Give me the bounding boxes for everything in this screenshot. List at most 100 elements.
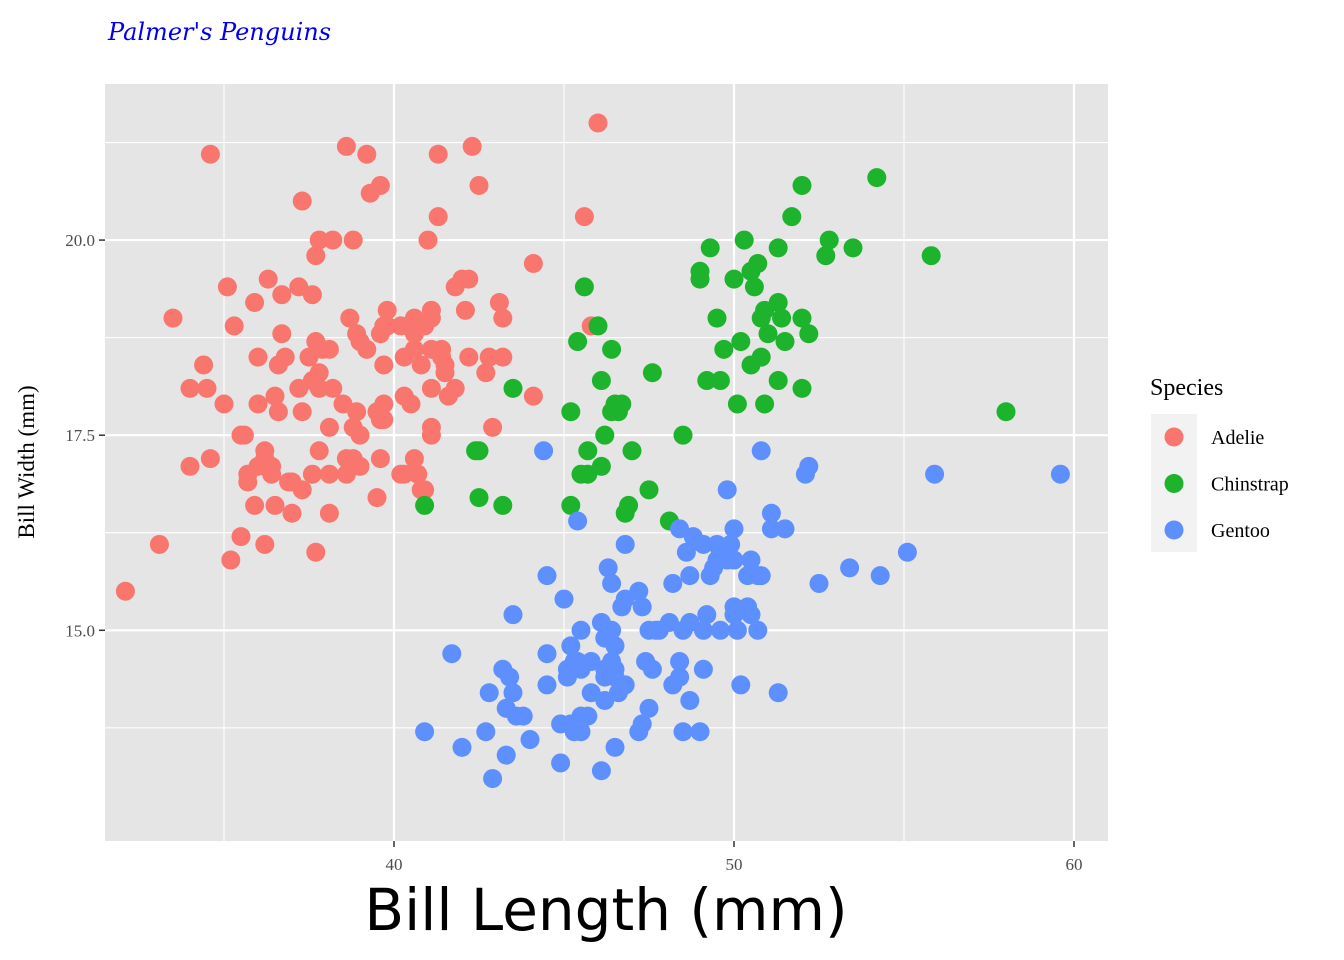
point-gentoo <box>568 511 588 531</box>
point-chinstrap <box>619 495 639 515</box>
point-adelie <box>217 277 237 297</box>
point-gentoo <box>897 542 917 562</box>
point-chinstrap <box>782 207 802 227</box>
point-adelie <box>180 378 200 398</box>
x-axis-ticks: 40 50 60 <box>386 841 1083 874</box>
point-adelie <box>483 417 503 437</box>
point-chinstrap <box>574 277 594 297</box>
point-gentoo <box>605 636 625 656</box>
point-adelie <box>309 441 329 461</box>
point-adelie <box>224 316 244 336</box>
point-gentoo <box>513 706 533 726</box>
point-adelie <box>214 394 234 414</box>
point-chinstrap <box>714 339 734 359</box>
point-chinstrap <box>792 378 812 398</box>
point-gentoo <box>629 581 649 601</box>
point-adelie <box>418 230 438 250</box>
legend-title: Species <box>1150 375 1223 401</box>
legend-label-adelie: Adelie <box>1211 427 1264 449</box>
point-chinstrap <box>690 269 710 289</box>
point-adelie <box>476 363 496 383</box>
point-adelie <box>523 386 543 406</box>
point-adelie <box>493 347 513 367</box>
point-adelie <box>248 347 268 367</box>
point-adelie <box>377 300 397 320</box>
chart-title: Palmer's Penguins <box>107 18 331 46</box>
point-chinstrap <box>744 277 764 297</box>
point-gentoo <box>578 706 598 726</box>
data-points <box>115 113 1070 789</box>
point-gentoo <box>537 566 557 586</box>
point-gentoo <box>503 605 523 625</box>
point-adelie <box>340 308 360 328</box>
point-chinstrap <box>561 402 581 422</box>
point-adelie <box>370 449 390 469</box>
point-gentoo <box>741 605 761 625</box>
point-adelie <box>455 300 475 320</box>
point-adelie <box>445 378 465 398</box>
point-chinstrap <box>792 175 812 195</box>
point-gentoo <box>761 503 781 523</box>
point-chinstrap <box>673 425 693 445</box>
point-adelie <box>428 207 448 227</box>
point-chinstrap <box>591 371 611 391</box>
point-gentoo <box>591 761 611 781</box>
point-adelie <box>367 488 387 508</box>
point-adelie <box>574 207 594 227</box>
point-chinstrap <box>622 441 642 461</box>
point-chinstrap <box>772 308 792 328</box>
point-adelie <box>262 456 282 476</box>
point-gentoo <box>500 667 520 687</box>
point-chinstrap <box>816 246 836 266</box>
point-adelie <box>421 417 441 437</box>
point-gentoo <box>670 667 690 687</box>
point-adelie <box>374 410 394 430</box>
point-adelie <box>350 456 370 476</box>
point-gentoo <box>496 745 516 765</box>
legend-label-gentoo: Gentoo <box>1211 520 1270 542</box>
point-gentoo <box>870 566 890 586</box>
point-adelie <box>309 378 329 398</box>
point-adelie <box>493 308 513 328</box>
point-gentoo <box>710 620 730 640</box>
point-adelie <box>194 355 214 375</box>
point-adelie <box>255 534 275 554</box>
point-adelie <box>588 113 608 133</box>
point-gentoo <box>561 636 581 656</box>
point-chinstrap <box>588 316 608 336</box>
point-adelie <box>489 293 509 313</box>
point-adelie <box>428 144 448 164</box>
point-adelie <box>323 378 343 398</box>
point-adelie <box>306 246 326 266</box>
point-adelie <box>200 144 220 164</box>
point-chinstrap <box>724 269 744 289</box>
point-chinstrap <box>639 480 659 500</box>
point-adelie <box>163 308 183 328</box>
point-gentoo <box>639 698 659 718</box>
point-gentoo <box>537 675 557 695</box>
point-adelie <box>309 230 329 250</box>
point-adelie <box>282 503 302 523</box>
point-gentoo <box>741 550 761 570</box>
point-adelie <box>292 480 312 500</box>
point-gentoo <box>503 683 523 703</box>
point-adelie <box>347 402 367 422</box>
point-adelie <box>415 480 435 500</box>
point-chinstrap <box>503 378 523 398</box>
point-gentoo <box>693 534 713 554</box>
point-chinstrap <box>697 371 717 391</box>
point-gentoo <box>697 605 717 625</box>
point-gentoo <box>731 675 751 695</box>
point-chinstrap <box>469 441 489 461</box>
point-adelie <box>432 339 452 359</box>
point-gentoo <box>673 722 693 742</box>
point-chinstrap <box>707 308 727 328</box>
point-adelie <box>377 316 397 336</box>
point-adelie <box>149 534 169 554</box>
point-adelie <box>115 581 135 601</box>
point-chinstrap <box>768 293 788 313</box>
point-adelie <box>370 175 390 195</box>
point-chinstrap <box>415 495 435 515</box>
x-tick-label: 60 <box>1066 855 1083 874</box>
point-gentoo <box>483 769 503 789</box>
